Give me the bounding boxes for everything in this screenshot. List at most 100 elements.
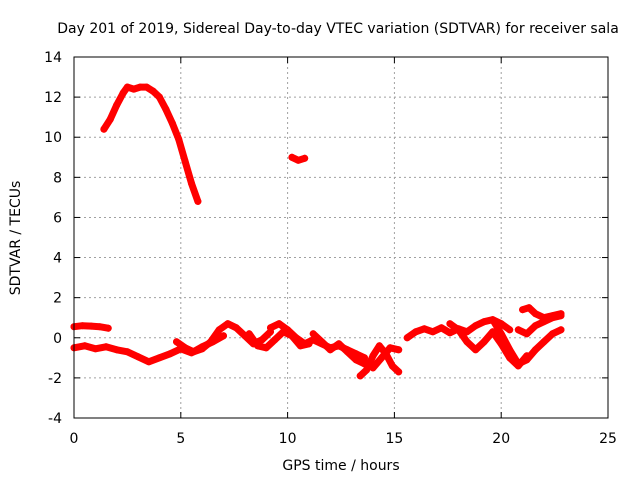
data-point (361, 358, 368, 366)
series-arc-1 (100, 83, 202, 205)
data-point (446, 329, 454, 337)
data-point (292, 334, 300, 342)
data-point (119, 89, 127, 97)
data-point (143, 83, 151, 91)
data-point (506, 326, 514, 334)
data-point (254, 342, 262, 350)
data-point (207, 338, 215, 346)
x-tick-label: 0 (70, 431, 79, 447)
data-point (134, 353, 142, 361)
data-point (446, 320, 454, 328)
grid-lines (74, 57, 608, 418)
data-point (136, 83, 144, 91)
data-point (531, 310, 539, 318)
y-tick-label: 4 (53, 251, 62, 267)
data-point (437, 324, 445, 332)
data-point (271, 336, 279, 344)
data-point (429, 328, 437, 336)
data-point (309, 330, 317, 338)
x-tick-label: 20 (492, 431, 510, 447)
y-tick-label: 8 (53, 170, 62, 186)
data-point (168, 119, 176, 127)
x-tick-label: 10 (279, 431, 297, 447)
data-point (188, 179, 195, 187)
data-point (215, 326, 223, 334)
data-point (173, 338, 180, 346)
x-tick-label: 15 (385, 431, 403, 447)
data-point (155, 354, 163, 362)
data-point (198, 345, 206, 353)
data-point (523, 330, 531, 338)
data-point (79, 322, 86, 330)
data-point (472, 346, 480, 354)
data-series (70, 83, 565, 380)
data-point (301, 154, 309, 162)
x-axis-label: GPS time / hours (282, 458, 399, 474)
data-point (145, 358, 153, 366)
data-point (113, 346, 121, 354)
data-point (531, 346, 539, 354)
data-point (519, 306, 527, 314)
x-tick-label: 5 (176, 431, 185, 447)
data-point (102, 343, 110, 351)
data-point (395, 368, 403, 376)
data-point (130, 85, 138, 93)
data-point (506, 346, 514, 354)
data-point (489, 328, 497, 336)
data-point (181, 344, 189, 352)
data-point (420, 325, 428, 333)
data-point (549, 330, 556, 338)
data-point (489, 316, 497, 324)
data-point (123, 348, 131, 356)
y-tick-label: 0 (53, 331, 62, 347)
y-tick-label: 10 (44, 130, 62, 146)
data-point (356, 372, 364, 380)
data-point (190, 348, 198, 356)
data-point (318, 338, 326, 346)
y-tick-label: -4 (48, 411, 62, 427)
data-point (175, 135, 183, 143)
data-point (531, 322, 539, 330)
x-tick-label: 25 (599, 431, 617, 447)
data-point (113, 101, 121, 109)
data-point (275, 320, 283, 328)
axis-ticks: 0 5 10 15 20 25 -4 -2 0 2 4 6 8 10 12 14 (44, 50, 617, 447)
data-point (557, 310, 565, 318)
chart-title: Day 201 of 2019, Sidereal Day-to-day VTE… (57, 21, 619, 37)
y-axis-label: SDTVAR / TECUs (8, 181, 24, 296)
data-point (232, 324, 240, 332)
data-point (335, 340, 343, 348)
data-point (162, 105, 170, 113)
data-point (352, 356, 360, 364)
data-point (245, 330, 253, 338)
data-point (480, 338, 488, 346)
y-tick-label: 14 (44, 50, 62, 66)
data-point (497, 330, 505, 338)
data-point (369, 352, 377, 360)
data-point (288, 153, 296, 161)
data-point (294, 156, 302, 164)
data-point (224, 320, 232, 328)
data-point (523, 356, 531, 364)
data-point (326, 346, 334, 354)
data-point (267, 324, 274, 332)
data-point (549, 312, 556, 320)
data-point (514, 360, 522, 368)
data-point (463, 338, 471, 346)
data-point (540, 314, 548, 322)
y-tick-label: -2 (48, 371, 62, 387)
data-point (149, 87, 157, 95)
data-point (412, 328, 420, 336)
plot-frame (73, 56, 609, 419)
data-point (388, 362, 396, 370)
data-point (81, 342, 89, 350)
data-point (123, 83, 131, 91)
data-point (525, 304, 533, 312)
data-point (472, 322, 480, 330)
data-point (220, 332, 227, 340)
y-tick-label: 6 (53, 210, 62, 226)
data-point (96, 323, 104, 331)
data-point (166, 350, 174, 358)
data-point (343, 348, 351, 356)
